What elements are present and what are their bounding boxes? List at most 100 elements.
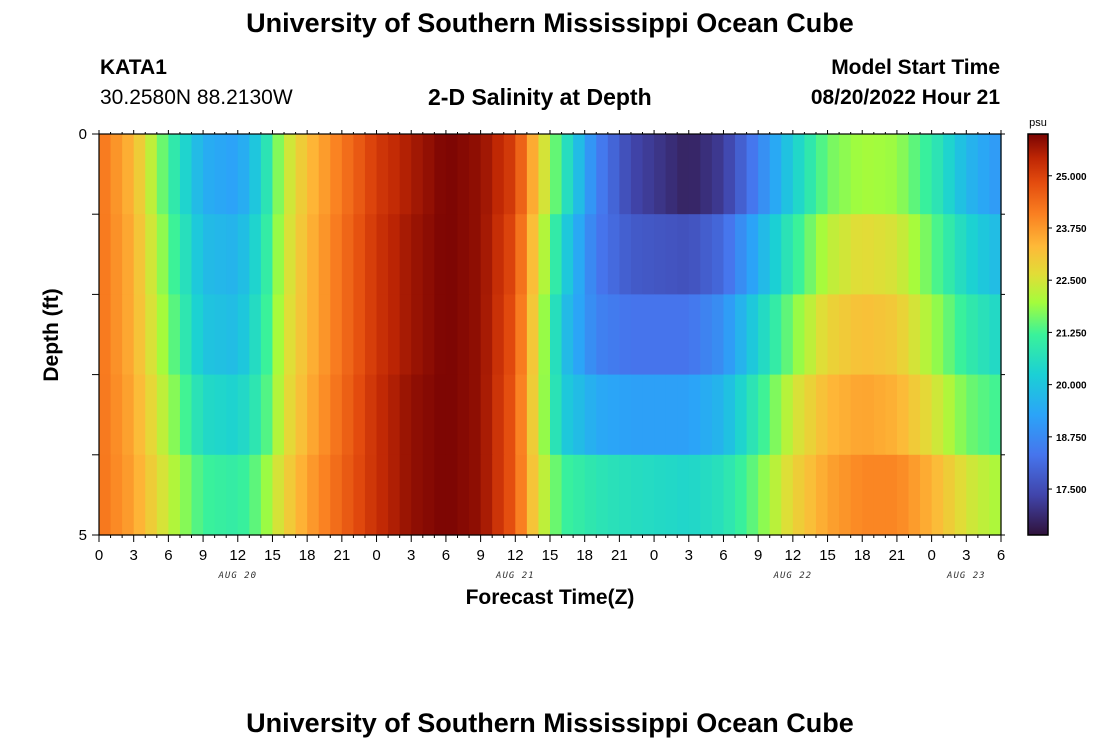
heatmap-cell <box>272 214 285 295</box>
heatmap-cell <box>862 214 875 295</box>
heatmap-cell <box>168 214 181 295</box>
x-tick-label: 21 <box>611 547 628 564</box>
heatmap-cell <box>203 374 216 456</box>
heatmap-cell <box>503 454 516 536</box>
heatmap-cell <box>781 374 794 456</box>
heatmap-cell <box>723 454 736 536</box>
x-tick-label: 12 <box>507 547 524 564</box>
y-tick-label: 0 <box>79 126 87 143</box>
heatmap-cell <box>688 134 701 215</box>
heatmap-cell <box>642 454 655 536</box>
x-date-label: AUG 22 <box>773 571 813 581</box>
heatmap-cell <box>885 294 898 376</box>
heatmap-cell <box>723 374 736 456</box>
heatmap-cell <box>850 134 863 215</box>
heatmap-cell <box>364 134 378 215</box>
heatmap-cell <box>827 454 840 536</box>
heatmap-cell <box>873 214 886 295</box>
heatmap-cell <box>873 374 886 456</box>
heatmap-cell <box>515 454 528 536</box>
heatmap-cell <box>399 294 412 376</box>
heatmap-cell <box>133 134 146 215</box>
heatmap-cell <box>237 454 250 536</box>
heatmap-cell <box>168 374 181 456</box>
heatmap-cell <box>99 294 112 376</box>
heatmap-cell <box>411 134 424 215</box>
heatmap-cell <box>954 294 967 376</box>
heatmap-cell <box>318 294 331 376</box>
heatmap-cell <box>931 214 944 295</box>
heatmap-cell <box>318 454 331 536</box>
heatmap-cell <box>249 134 262 215</box>
x-tick-label: 6 <box>164 547 172 564</box>
heatmap-cell <box>584 214 597 295</box>
heatmap-cell <box>469 294 482 376</box>
heatmap-cell <box>920 134 933 215</box>
heatmap-cell <box>122 214 135 295</box>
heatmap-cell <box>480 374 493 456</box>
heatmap-cell <box>237 134 250 215</box>
heatmap-cell <box>908 294 921 376</box>
heatmap-cell <box>607 294 620 376</box>
heatmap-cell <box>364 214 378 295</box>
x-tick-label: 9 <box>754 547 762 564</box>
heatmap-cell <box>654 134 667 215</box>
heatmap-cell <box>596 134 609 215</box>
heatmap-cell <box>445 134 459 215</box>
heatmap-cell <box>931 374 944 456</box>
heatmap-cell <box>977 134 991 215</box>
heatmap-cell <box>688 214 701 295</box>
heatmap-cell <box>214 214 227 295</box>
heatmap-cell <box>561 374 574 456</box>
heatmap-cell <box>457 214 470 295</box>
heatmap-cell <box>156 134 169 215</box>
heatmap-cell <box>122 374 135 456</box>
heatmap-cell <box>792 294 806 376</box>
x-date-label: AUG 21 <box>495 571 535 581</box>
heatmap-cell <box>839 294 852 376</box>
heatmap-cell <box>573 294 586 376</box>
x-tick-label: 12 <box>785 547 802 564</box>
heatmap-cell <box>665 134 678 215</box>
heatmap-cell <box>480 134 493 215</box>
heatmap-cell <box>237 374 250 456</box>
heatmap-cell <box>607 374 620 456</box>
heatmap-cell <box>977 294 991 376</box>
heatmap-cell <box>526 374 540 456</box>
heatmap-cell <box>781 134 794 215</box>
heatmap-cell <box>307 214 320 295</box>
heatmap-cell <box>353 214 366 295</box>
heatmap-cell <box>307 294 320 376</box>
y-axis-title: Depth (ft) <box>40 288 63 381</box>
heatmap-cell <box>538 374 551 456</box>
heatmap-cell <box>515 294 528 376</box>
heatmap-cell <box>191 454 204 536</box>
heatmap-cell <box>330 454 343 536</box>
heatmap-cell <box>145 214 158 295</box>
heatmap-cell <box>353 134 366 215</box>
heatmap-cell <box>422 374 435 456</box>
heatmap-cell <box>815 374 829 456</box>
heatmap-cell <box>735 214 748 295</box>
heatmap-cell <box>943 294 956 376</box>
heatmap-cell <box>584 454 597 536</box>
heatmap-cell <box>480 294 493 376</box>
colorbar-tick-label: 25.000 <box>1056 172 1087 183</box>
heatmap-cell <box>469 454 482 536</box>
heatmap-cell <box>272 374 285 456</box>
heatmap-cell <box>954 374 967 456</box>
heatmap-cell <box>989 134 1002 215</box>
heatmap-cell <box>815 214 829 295</box>
heatmap-cell <box>873 454 886 536</box>
heatmap-cell <box>815 454 829 536</box>
heatmap-cell <box>966 374 979 456</box>
heatmap-cell <box>792 374 806 456</box>
heatmap-cell <box>769 214 782 295</box>
heatmap-cell <box>538 134 551 215</box>
heatmap-cell <box>954 134 967 215</box>
x-tick-label: 3 <box>130 547 138 564</box>
heatmap-cell <box>353 294 366 376</box>
heatmap-cell <box>179 134 193 215</box>
heatmap-cell <box>561 214 574 295</box>
heatmap-cell <box>596 214 609 295</box>
